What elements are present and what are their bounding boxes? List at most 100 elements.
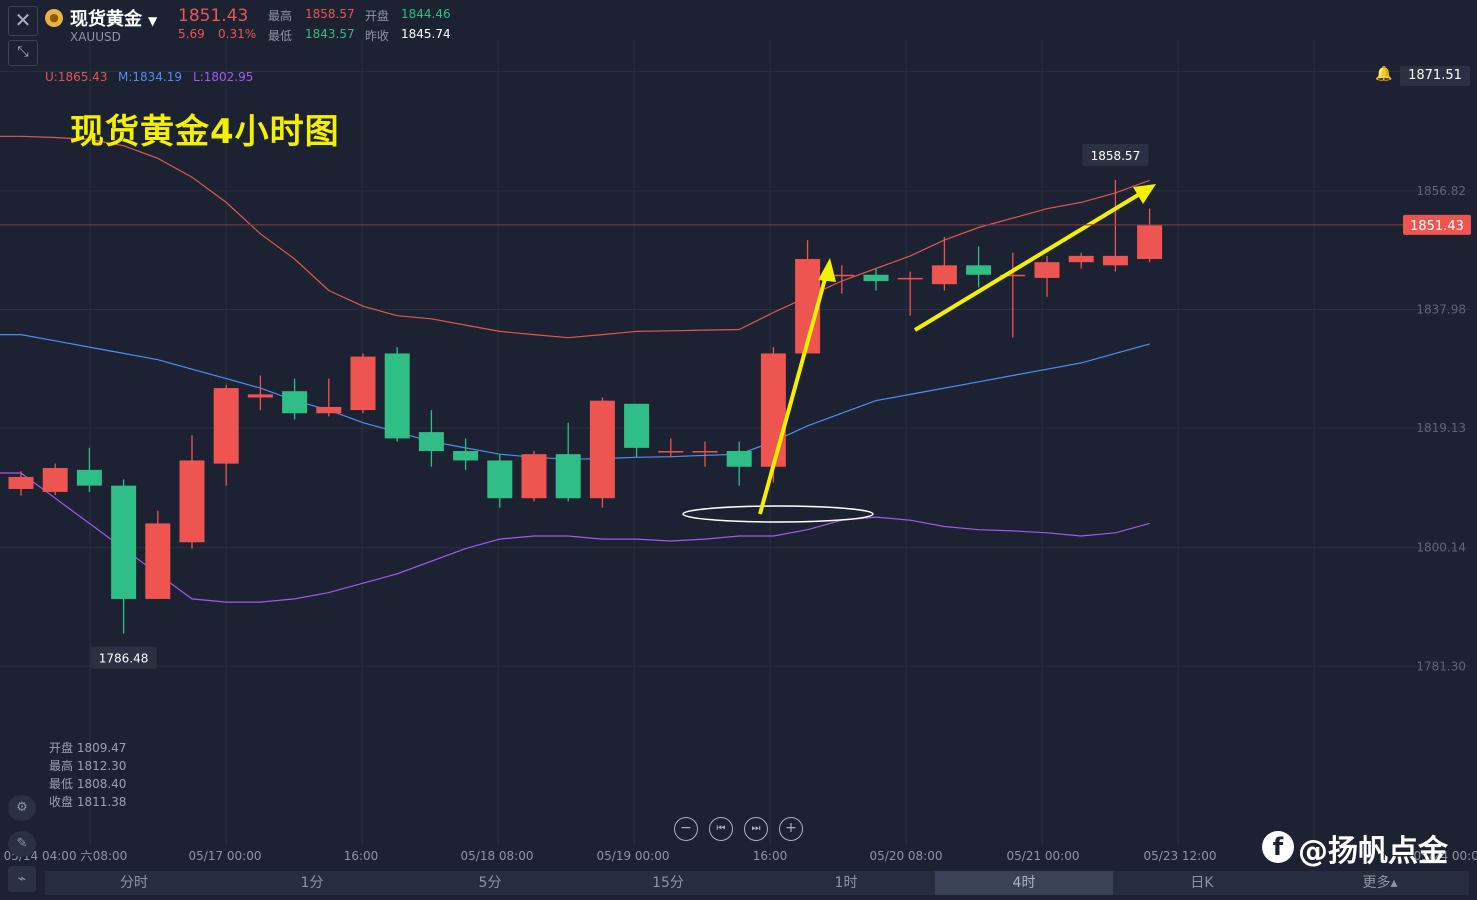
candle-body [760, 353, 786, 467]
candle-body [1102, 255, 1128, 266]
chart-type-button[interactable]: ⌁ [8, 866, 36, 892]
shrink-icon: ⤡ [17, 44, 29, 60]
candle-body [42, 468, 68, 492]
gold-coin-icon: ● [45, 9, 63, 27]
x-tick-label: 16:00 [344, 849, 379, 863]
candle-body [487, 460, 513, 499]
line-chart-icon: ⌁ [17, 871, 27, 887]
zoom-in-icon: + [785, 820, 797, 836]
candle-body [384, 353, 410, 439]
y-tick-label: 1856.82 [1416, 184, 1466, 198]
draw-tool-button[interactable]: ✎ [8, 831, 36, 857]
last-button[interactable]: ⏭ [744, 817, 768, 841]
arrow-line-2 [913, 190, 1145, 332]
x-tick-label: 05/24 00:00 [1414, 849, 1477, 863]
zoom-out-icon: − [680, 820, 692, 836]
x-tick-label: 05/18 08:00 [461, 849, 534, 863]
first-button[interactable]: ⏮ [709, 817, 733, 841]
candle-body [453, 451, 479, 461]
bell-icon[interactable]: 🔔 [1375, 66, 1393, 82]
ohlc-close: 收盘 1811.38 [49, 795, 127, 809]
candle-body [966, 265, 992, 275]
band-lower-line [0, 472, 1150, 603]
timeframe-tabs: 分时 1分 5分 15分 1时 4时 日K 更多▴ [45, 871, 1469, 895]
indicator-icon: ⚙ [16, 800, 28, 815]
last-price-tag [1403, 214, 1471, 235]
symbol-name: 现货黄金 [70, 9, 142, 30]
x-tick-label: 16:00 [753, 849, 788, 863]
candle-body [624, 403, 650, 448]
high-value: 1858.57 [305, 7, 355, 21]
zoom-out-button[interactable]: − [674, 817, 698, 841]
symbol-selector[interactable]: 现货黄金 ▼ [70, 5, 157, 31]
ohlc-low: 最低 1808.40 [49, 777, 127, 791]
tab-4h[interactable]: 4时 [935, 871, 1113, 895]
high-label: 最高 [268, 9, 293, 23]
skip-start-icon: ⏮ [716, 823, 726, 834]
candle-body [1000, 274, 1026, 277]
tab-more[interactable]: 更多▴ [1362, 875, 1398, 891]
facebook-icon: f [1262, 831, 1294, 863]
candles [8, 179, 1163, 634]
alert-price[interactable]: 1871.51 [1400, 66, 1470, 86]
x-tick-label: 05/20 08:00 [870, 849, 943, 863]
candle-body [658, 451, 684, 453]
arrow-head-2 [1133, 184, 1156, 204]
tab-15min[interactable]: 15分 [652, 875, 684, 891]
y-tick-label: 1819.13 [1416, 421, 1466, 435]
x-tick-label: 08:00 [93, 849, 128, 863]
low-label: 最低 [268, 29, 293, 43]
band-middle-line [0, 334, 1150, 460]
close-button[interactable]: ✕ [8, 6, 38, 36]
pencil-icon: ✎ [16, 836, 28, 851]
y-tick-label: 1837.98 [1416, 303, 1466, 317]
candle-body [931, 265, 957, 285]
zoom-in-button[interactable]: + [779, 817, 803, 841]
price-markers: 1851.43 1858.57 1786.48 [0, 143, 1471, 669]
y-tick-label: 1781.30 [1416, 659, 1466, 673]
candle-body [76, 469, 102, 486]
prev-close-label: 昨收 [365, 29, 390, 43]
upper-band-value: U:1865.43 [45, 70, 108, 84]
y-tick-label: 1800.14 [1416, 541, 1466, 555]
candle-body [179, 460, 205, 543]
prev-close-value: 1845.74 [401, 27, 451, 41]
candle-body [350, 356, 376, 411]
indicator-button[interactable]: ⚙ [8, 795, 36, 821]
ohlc-open: 开盘 1809.47 [49, 741, 127, 755]
current-price: 1851.43 [178, 6, 249, 26]
candle-body [863, 274, 889, 282]
open-label: 开盘 [365, 9, 390, 23]
x-tick-label: 05/23 12:00 [1144, 849, 1217, 863]
candle-body [111, 485, 137, 599]
max-price-box [1082, 143, 1149, 166]
candle-body [726, 451, 752, 467]
tab-1min[interactable]: 1分 [300, 875, 324, 891]
min-price-label: 1786.48 [99, 652, 149, 666]
candle-body [589, 400, 615, 499]
last-price-label: 1851.43 [1410, 219, 1464, 234]
collapse-button[interactable]: ⤡ [8, 40, 38, 66]
tab-1h[interactable]: 1时 [834, 875, 858, 891]
candle-body [316, 406, 342, 414]
overlay-title: 现货黄金4小时图 [70, 112, 340, 152]
price-change: 5.69 [178, 27, 205, 41]
candle-body [897, 277, 923, 280]
tab-5min[interactable]: 5分 [478, 875, 502, 891]
candle-body [521, 454, 547, 499]
watermark-text: @扬帆点金 [1298, 834, 1448, 869]
support-ellipse [682, 505, 874, 523]
arrow-line-1 [758, 267, 830, 515]
candle-body [1068, 255, 1094, 263]
low-value: 1843.57 [305, 27, 355, 41]
arrow-head-1 [818, 258, 836, 282]
candle-body [829, 274, 855, 277]
band-upper-line [0, 135, 1150, 339]
middle-band-value: M:1834.19 [118, 70, 183, 84]
candle-body [418, 432, 444, 452]
close-icon: ✕ [14, 8, 32, 32]
tab-timeshare[interactable]: 分时 [120, 875, 148, 891]
symbol-code: XAUUSD [70, 30, 121, 44]
tab-daily[interactable]: 日K [1190, 875, 1214, 891]
